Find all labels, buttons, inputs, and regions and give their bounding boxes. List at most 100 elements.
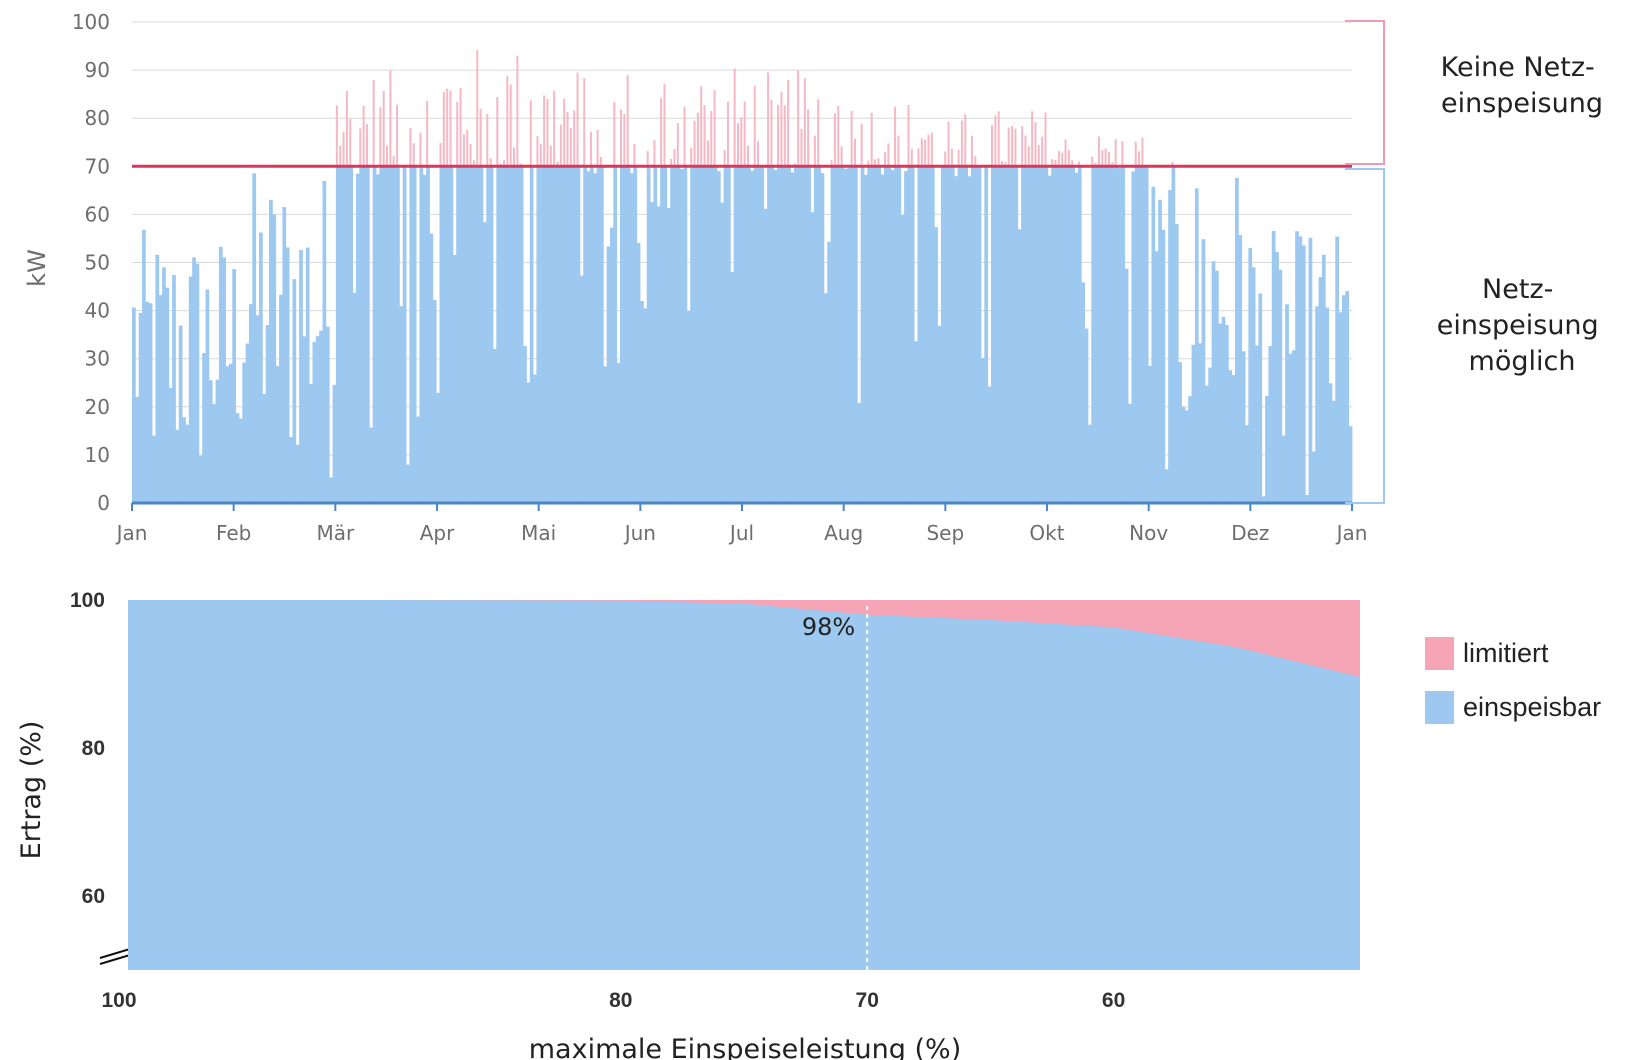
top-bar-limitiert: [723, 149, 726, 167]
top-bar-einspeisbar: [1311, 451, 1316, 503]
top-bar-einspeisbar: [1281, 435, 1286, 503]
annotation-feed-in: Netz- einspeisung möglich: [1437, 274, 1608, 377]
top-bar-einspeisbar: [386, 166, 390, 504]
top-bar-einspeisbar: [195, 263, 200, 503]
top-bar-einspeisbar: [419, 166, 424, 504]
top-bar-einspeisbar: [720, 202, 725, 503]
top-bar-limitiert: [1077, 161, 1080, 167]
top-x-axis: [131, 501, 1353, 511]
top-bar-einspeisbar: [228, 363, 233, 503]
top-bar-limitiert: [382, 90, 385, 167]
top-bar-einspeisbar: [1315, 306, 1319, 503]
top-bar-einspeisbar: [275, 365, 280, 503]
top-bar-limitiert: [994, 115, 997, 167]
top-bar-limitiert: [870, 112, 873, 167]
top-bar-einspeisbar: [416, 416, 420, 503]
top-bar-einspeisbar: [770, 166, 775, 504]
top-bar-einspeisbar: [991, 166, 995, 504]
top-bar-einspeisbar: [379, 166, 384, 504]
top-bar-einspeisbar: [803, 166, 808, 504]
top-bar-einspeisbar: [773, 170, 778, 503]
top-bar-einspeisbar: [1158, 199, 1162, 503]
top-bar-einspeisbar: [1138, 166, 1142, 504]
top-bar-einspeisbar: [1121, 166, 1126, 504]
top-bar-einspeisbar: [1178, 362, 1182, 503]
top-x-tick-label: Aug: [824, 521, 863, 545]
top-bar-limitiert: [389, 70, 392, 167]
top-bar-limitiert: [476, 50, 479, 167]
top-bar-einspeisbar: [884, 166, 888, 504]
top-bar-einspeisbar: [138, 312, 143, 503]
top-bar-einspeisbar: [1174, 224, 1179, 503]
top-bar-einspeisbar: [302, 336, 307, 503]
top-bar-einspeisbar: [382, 166, 387, 504]
top-bar-einspeisbar: [703, 166, 708, 504]
top-bar-limitiert: [1138, 151, 1141, 167]
legend-swatch-limitiert: [1425, 637, 1454, 670]
top-bar-limitiert: [1071, 160, 1074, 167]
top-bar-einspeisbar: [1325, 307, 1330, 503]
top-bar-einspeisbar: [660, 166, 664, 504]
top-bar-einspeisbar: [877, 166, 882, 504]
top-bar-einspeisbar: [362, 166, 367, 504]
top-bar-limitiert: [1101, 149, 1104, 167]
top-bar-einspeisbar: [1301, 245, 1306, 503]
top-bar-einspeisbar: [837, 166, 842, 504]
top-bar-einspeisbar: [830, 166, 835, 504]
top-bar-einspeisbar: [198, 455, 203, 503]
top-bar-einspeisbar: [1265, 396, 1269, 503]
top-bar-einspeisbar: [399, 306, 404, 503]
top-bar-einspeisbar: [432, 299, 437, 503]
top-bar-einspeisbar: [135, 397, 140, 503]
top-bar-einspeisbar: [640, 300, 644, 503]
top-bar-einspeisbar: [790, 172, 795, 503]
top-bar-einspeisbar: [599, 166, 604, 504]
top-bar-limitiert: [726, 101, 729, 167]
top-bar-limitiert: [409, 127, 412, 167]
top-bar-einspeisbar: [593, 173, 598, 504]
top-bar-limitiert: [349, 118, 352, 167]
top-bar-limitiert: [459, 88, 462, 167]
top-bar-einspeisbar: [142, 229, 146, 503]
top-bar-limitiert: [713, 90, 716, 167]
top-bar-einspeisbar: [1261, 496, 1266, 503]
area-limitiert: [128, 600, 1360, 677]
top-bar-limitiert: [1024, 135, 1027, 167]
top-bar-einspeisbar: [1228, 370, 1233, 503]
top-bar-limitiert: [897, 135, 900, 167]
top-bar-limitiert: [469, 144, 472, 167]
top-bar-limitiert: [379, 107, 382, 167]
top-bar-limitiert: [472, 160, 475, 167]
top-y-tick-label: 20: [85, 395, 110, 419]
top-bar-einspeisbar: [553, 166, 557, 504]
top-bar-einspeisbar: [740, 166, 745, 504]
top-bar-limitiert: [733, 68, 736, 167]
top-bar-limitiert: [439, 142, 442, 167]
top-bar-einspeisbar: [178, 325, 183, 503]
top-y-tick-label: 40: [85, 299, 110, 323]
top-bar-einspeisbar: [603, 366, 608, 503]
top-bar-limitiert: [335, 105, 338, 167]
top-bar-einspeisbar: [158, 295, 163, 503]
top-bar-limitiert: [780, 91, 783, 167]
top-bar-einspeisbar: [914, 341, 918, 503]
top-bar-limitiert: [877, 158, 880, 167]
top-bar-einspeisbar: [255, 315, 260, 503]
top-bar-einspeisbar: [1051, 166, 1055, 504]
top-bar-einspeisbar: [997, 166, 1002, 504]
top-bar-limitiert: [509, 84, 512, 167]
top-bar-limitiert: [757, 141, 760, 167]
top-x-tick-label: Mai: [521, 521, 556, 545]
top-bar-einspeisbar: [823, 293, 828, 503]
top-bar-einspeisbar: [1224, 325, 1229, 503]
top-bar-einspeisbar: [1001, 166, 1005, 504]
top-bar-einspeisbar: [1328, 383, 1333, 503]
top-bar-limitiert: [559, 124, 562, 167]
top-bar-einspeisbar: [700, 166, 704, 504]
top-bar-einspeisbar: [1041, 166, 1045, 504]
top-bar-limitiert: [392, 155, 395, 167]
top-bar-limitiert: [710, 110, 713, 167]
top-bar-einspeisbar: [148, 303, 153, 503]
top-bar-limitiert: [783, 105, 786, 167]
top-bar-limitiert: [573, 110, 576, 167]
